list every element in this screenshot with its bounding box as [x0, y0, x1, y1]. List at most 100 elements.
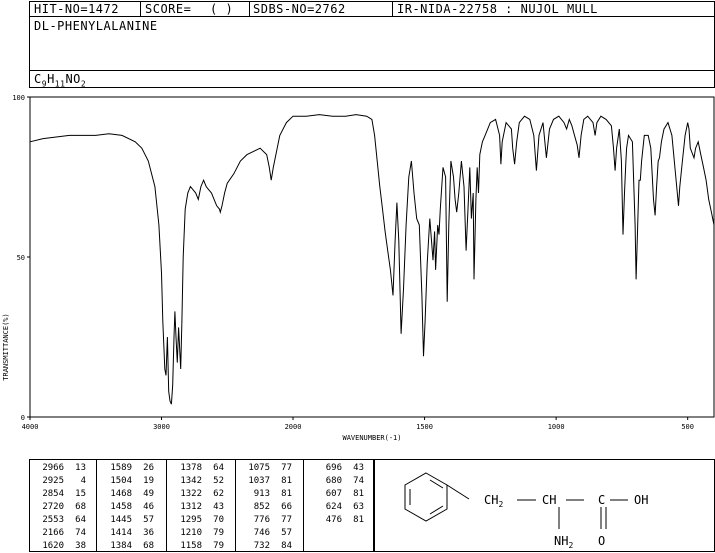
peak-wavenumber: 1620: [42, 541, 64, 551]
peak-row: 1378 64: [172, 462, 224, 475]
peak-wavenumber: 680: [325, 476, 342, 486]
ring-double-bond: [429, 479, 444, 489]
peak-wavenumber: 852: [253, 502, 270, 512]
peak-transmittance: 81: [353, 515, 364, 525]
ring-double-bond: [429, 505, 444, 515]
x-tick-label: 4000: [22, 423, 39, 431]
y-tick-label: 0: [21, 414, 25, 422]
peak-wavenumber: 2925: [42, 476, 64, 486]
peak-wavenumber: 776: [253, 515, 270, 525]
peak-transmittance: 4: [80, 476, 86, 486]
peak-column: 2966 13 2925 4 2854 15 2720 68 2553 64 2166 74 1620 3…: [34, 462, 86, 553]
peak-transmittance: 52: [213, 476, 224, 486]
peak-transmittance: 49: [143, 489, 154, 499]
peak-wavenumber: 1312: [180, 502, 202, 512]
peak-wavenumber: 1445: [110, 515, 132, 525]
peak-transmittance: 84: [281, 541, 292, 551]
carbonyl-carbon: C: [598, 493, 605, 507]
peak-wavenumber: 607: [325, 489, 342, 499]
peak-transmittance: 81: [353, 489, 364, 499]
peak-row: 1589 26: [102, 462, 154, 475]
peak-wavenumber: 913: [253, 489, 270, 499]
peak-transmittance: 46: [143, 502, 154, 512]
molecular-formula: C9H11NO2: [34, 72, 86, 88]
peak-wavenumber: 1037: [248, 476, 270, 486]
peak-row: 476 81: [312, 514, 364, 527]
peak-row: 776 77: [240, 514, 292, 527]
peak-row: 746 57: [240, 527, 292, 540]
ir-info: IR-NIDA-22758 : NUJOL MULL: [397, 2, 598, 16]
formula-h-count: 11: [54, 79, 66, 89]
peak-row: 1295 70: [172, 514, 224, 527]
peak-row: 2925 4: [34, 475, 86, 488]
header-divider: [29, 70, 715, 71]
peak-wavenumber: 1468: [110, 489, 132, 499]
x-tick-label: 500: [681, 423, 694, 431]
peak-transmittance: 68: [75, 502, 86, 512]
table-divider: [235, 459, 236, 552]
peak-transmittance: 81: [281, 489, 292, 499]
hit-number: HIT-NO=1472: [34, 2, 119, 16]
formula-c-count: 9: [41, 79, 48, 89]
peak-wavenumber: 1342: [180, 476, 202, 486]
peak-wavenumber: 1589: [110, 463, 132, 473]
peak-column: 696 43 680 74 607 81 624 63 476 81: [312, 462, 364, 527]
peak-wavenumber: 1378: [180, 463, 202, 473]
peak-row: 1620 38: [34, 540, 86, 553]
peak-transmittance: 43: [213, 502, 224, 512]
peak-transmittance: 43: [353, 463, 364, 473]
peak-column: 1075 77 1037 81 913 81 852 66 776 77 746 57 732 84: [240, 462, 292, 553]
table-divider: [96, 459, 97, 552]
peak-row: 1342 52: [172, 475, 224, 488]
peak-wavenumber: 1504: [110, 476, 132, 486]
peak-table-box: [29, 459, 374, 552]
peak-row: 2720 68: [34, 501, 86, 514]
peak-row: 607 81: [312, 488, 364, 501]
peak-row: 1210 79: [172, 527, 224, 540]
peak-wavenumber: 1210: [180, 528, 202, 538]
peak-transmittance: 79: [213, 541, 224, 551]
spectrum-line: [29, 114, 715, 405]
peak-row: 732 84: [240, 540, 292, 553]
x-axis-label: WAVENUMBER(-1): [342, 434, 401, 442]
peak-wavenumber: 696: [325, 463, 342, 473]
peak-transmittance: 77: [281, 463, 292, 473]
peak-wavenumber: 1458: [110, 502, 132, 512]
molecular-structure: CH2 CH C OH NH2 O: [404, 472, 648, 550]
ir-spectrum-chart: 0 50 100 4000 3000 2000 1500 1000 500 TRANSMITT…: [2, 94, 715, 442]
peak-wavenumber: 2720: [42, 502, 64, 512]
score-value: ( ): [210, 2, 234, 16]
header-divider: [140, 1, 141, 17]
peak-row: 2166 74: [34, 527, 86, 540]
peak-wavenumber: 624: [325, 502, 342, 512]
peak-transmittance: 63: [353, 502, 364, 512]
peak-row: 1414 36: [102, 527, 154, 540]
peak-column: 1589 26 1504 19 1468 49 1458 46 1445 57 1414 36 1384…: [102, 462, 154, 553]
peak-transmittance: 36: [143, 528, 154, 538]
peak-row: 1312 43: [172, 501, 224, 514]
header-divider: [392, 1, 393, 17]
peak-transmittance: 64: [213, 463, 224, 473]
peak-transmittance: 13: [75, 463, 86, 473]
peak-row: 1468 49: [102, 488, 154, 501]
ch2-group: CH2: [484, 493, 503, 509]
compound-name: DL-PHENYLALANINE: [34, 19, 158, 33]
amino-group: NH2: [554, 534, 573, 550]
peak-transmittance: 26: [143, 463, 154, 473]
peak-wavenumber: 1384: [110, 541, 132, 551]
x-tick-label: 1000: [548, 423, 565, 431]
peak-transmittance: 57: [143, 515, 154, 525]
peak-transmittance: 66: [281, 502, 292, 512]
peak-wavenumber: 1295: [180, 515, 202, 525]
peak-transmittance: 70: [213, 515, 224, 525]
peak-row: 1322 62: [172, 488, 224, 501]
header-box: [29, 1, 715, 88]
score-label: SCORE=: [145, 2, 192, 16]
peak-wavenumber: 2553: [42, 515, 64, 525]
peak-row: 1384 68: [102, 540, 154, 553]
peak-wavenumber: 2966: [42, 463, 64, 473]
x-tick-label: 3000: [153, 423, 170, 431]
peak-row: 2553 64: [34, 514, 86, 527]
y-axis-label: TRANSMITTANCE(%): [2, 313, 10, 380]
carbonyl-oxygen: O: [598, 534, 605, 548]
